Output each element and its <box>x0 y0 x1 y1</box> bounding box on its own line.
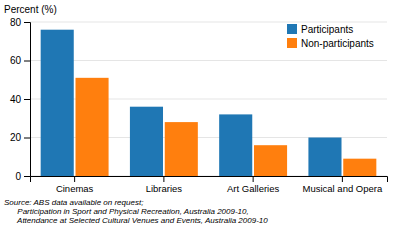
tick-label: Cinemas <box>56 183 94 194</box>
tick: 20 <box>10 132 30 143</box>
annotation: Participation in Sport and Physical Recr… <box>4 207 249 216</box>
legend-swatch <box>287 38 297 48</box>
tick-mark <box>342 176 343 182</box>
tick: 60 <box>10 55 30 66</box>
tick-mark <box>163 176 164 182</box>
x-axis: Cinemas Libraries Art Galleries Musical and… <box>31 176 388 194</box>
tick: Musical and Opera <box>303 176 383 194</box>
tick-mark <box>24 176 30 177</box>
y-axis-title: Percent (%) <box>4 4 57 15</box>
legend-label: Participants <box>301 24 353 35</box>
tick-label: 80 <box>10 17 22 28</box>
plot: 0 20 40 60 80 Cinemas Libraries Art Galleries Mu… <box>10 17 388 194</box>
bars <box>41 30 377 176</box>
legend-item: Non-participants <box>287 38 374 49</box>
tick: Cinemas <box>56 176 94 194</box>
bar <box>41 30 74 176</box>
tick-label: Musical and Opera <box>303 183 383 194</box>
legend: Participants Non-participants <box>287 24 374 49</box>
tick: Libraries <box>146 176 183 194</box>
legend-label: Non-participants <box>301 38 374 49</box>
tick-label: Art Galleries <box>227 183 280 194</box>
tick-label: 40 <box>10 94 22 105</box>
bar <box>165 122 198 176</box>
tick: 40 <box>10 94 30 105</box>
tick-label: 0 <box>15 171 21 182</box>
tick-mark <box>74 176 75 182</box>
tick-mark <box>253 176 254 182</box>
tick: 0 <box>15 171 30 182</box>
grid <box>30 22 387 176</box>
tick-mark <box>24 61 30 62</box>
tick-mark <box>24 138 30 139</box>
grid-line <box>30 60 387 61</box>
tick: 80 <box>10 17 30 28</box>
axis-line <box>31 177 388 183</box>
axis-line <box>24 23 31 177</box>
chart: 0 20 40 60 80 Cinemas Libraries Art Galleries Mu… <box>0 0 397 227</box>
bar <box>75 78 108 176</box>
tick-mark <box>24 99 30 100</box>
bar <box>219 114 252 176</box>
annotation: Attendance at Selected Cultural Venues a… <box>4 216 268 225</box>
legend-swatch <box>287 24 297 34</box>
bar <box>130 107 163 176</box>
tick-label: 20 <box>10 132 22 143</box>
tick: Art Galleries <box>227 176 280 194</box>
bar <box>308 138 341 177</box>
bar <box>254 145 287 176</box>
annotation: Source: ABS data available on request; <box>4 198 143 207</box>
grid-line <box>30 22 387 23</box>
tick-label: Libraries <box>146 183 183 194</box>
tick-mark <box>24 22 30 23</box>
legend-item: Participants <box>287 24 353 35</box>
tick-label: 60 <box>10 55 22 66</box>
y-axis: 0 20 40 60 80 <box>10 17 31 182</box>
bar <box>343 159 376 176</box>
